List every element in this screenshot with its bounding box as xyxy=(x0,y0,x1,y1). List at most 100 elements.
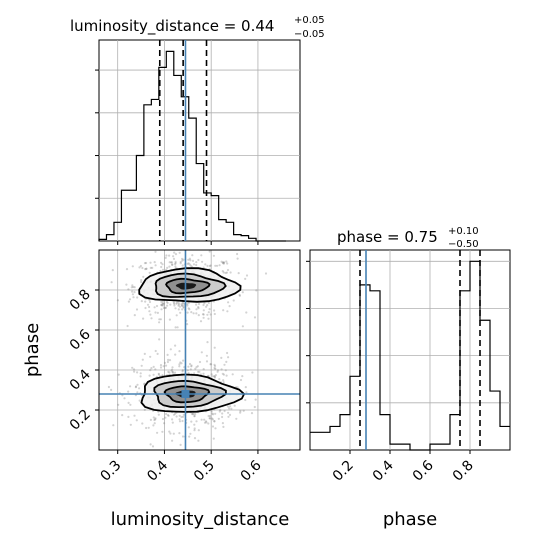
scatter-point xyxy=(178,432,181,435)
scatter-point xyxy=(127,288,130,291)
scatter-point xyxy=(251,371,254,374)
scatter-point xyxy=(110,388,113,391)
scatter-point xyxy=(191,254,194,257)
scatter-point xyxy=(168,265,171,268)
scatter-point xyxy=(169,348,172,351)
scatter-point xyxy=(139,264,142,268)
scatter-point xyxy=(154,417,157,420)
scatter-point xyxy=(181,435,185,438)
scatter-point xyxy=(213,309,216,312)
scatter-point xyxy=(158,318,161,321)
scatter-point xyxy=(144,306,147,310)
scatter-point xyxy=(125,283,128,286)
scatter-point xyxy=(214,367,217,370)
scatter-point xyxy=(171,368,174,371)
scatter-point xyxy=(236,252,239,256)
scatter-point xyxy=(239,411,242,414)
title-luminosity-distance: luminosity_distance = 0.44 xyxy=(70,17,274,36)
scatter-point xyxy=(217,417,220,420)
scatter-point xyxy=(228,305,231,308)
scatter-point xyxy=(182,305,185,308)
scatter-point xyxy=(195,261,198,264)
scatter-point xyxy=(131,284,134,287)
y-axis-label-phase: phase xyxy=(22,323,43,377)
scatter-point xyxy=(171,371,174,374)
scatter-point xyxy=(174,307,177,310)
scatter-point xyxy=(148,374,151,377)
scatter-point xyxy=(222,381,225,384)
scatter-point xyxy=(195,303,198,306)
scatter-point xyxy=(207,311,210,314)
scatter-point xyxy=(255,289,258,292)
scatter-point xyxy=(149,266,152,269)
scatter-point xyxy=(166,414,170,417)
scatter-point xyxy=(193,423,196,426)
scatter-point xyxy=(182,302,185,305)
scatter-point xyxy=(149,369,152,372)
scatter-point xyxy=(181,369,184,372)
y-ticks xyxy=(95,69,259,245)
scatter-point xyxy=(187,262,190,265)
scatter-point xyxy=(171,263,174,266)
scatter-point xyxy=(175,415,178,418)
scatter-point xyxy=(198,370,201,373)
scatter-point xyxy=(161,302,164,305)
scatter-point xyxy=(197,370,200,373)
scatter-point xyxy=(136,371,139,374)
scatter-point xyxy=(178,350,181,353)
scatter-point xyxy=(167,358,170,361)
scatter-point xyxy=(153,261,156,264)
scatter-point xyxy=(197,307,200,310)
scatter-point xyxy=(213,420,216,423)
scatter-point xyxy=(150,367,153,370)
scatter-point xyxy=(170,261,173,264)
scatter-point xyxy=(188,308,191,311)
scatter-point xyxy=(157,372,160,375)
scatter-point xyxy=(136,383,139,386)
scatter-point xyxy=(202,316,205,319)
scatter-point xyxy=(197,314,200,317)
scatter-point xyxy=(177,302,180,305)
histogram-step-line xyxy=(98,50,286,242)
scatter-point xyxy=(121,414,124,417)
scatter-point xyxy=(130,286,133,289)
scatter-point xyxy=(127,300,130,303)
scatter-point xyxy=(152,416,155,419)
scatter-point xyxy=(164,306,167,310)
scatter-point xyxy=(150,317,153,320)
scatter-point xyxy=(157,373,160,376)
scatter-point xyxy=(141,266,144,270)
x-tick-label: 0.4 xyxy=(144,457,171,484)
scatter-point xyxy=(245,391,248,394)
scatter-point xyxy=(143,408,146,411)
scatter-point xyxy=(171,439,174,442)
scatter-point xyxy=(189,432,192,435)
scatter-point xyxy=(227,301,230,304)
scatter-point xyxy=(206,264,209,267)
scatter-point xyxy=(125,268,129,271)
scatter-point xyxy=(135,419,138,422)
scatter-point xyxy=(187,365,190,368)
scatter-point xyxy=(190,265,194,268)
scatter-point xyxy=(189,368,192,371)
grid-lines xyxy=(99,40,300,241)
scatter-point xyxy=(136,296,139,299)
scatter-point xyxy=(174,260,177,263)
scatter-point xyxy=(198,360,202,364)
scatter-point xyxy=(175,301,178,304)
scatter-point xyxy=(197,429,200,432)
scatter-point xyxy=(131,265,134,268)
scatter-point xyxy=(227,411,230,414)
scatter-point xyxy=(158,321,161,324)
scatter-point xyxy=(185,303,188,306)
scatter-point xyxy=(209,363,212,366)
histogram-panel-luminosity-distance: luminosity_distance = 0.44 +0.05 −0.05 xyxy=(70,15,325,245)
scatter-point xyxy=(225,374,228,377)
y-tick-label: 0.4 xyxy=(67,366,94,393)
scatter-point xyxy=(224,369,227,372)
scatter-point xyxy=(148,300,152,304)
scatter-point xyxy=(161,304,164,307)
scatter-point xyxy=(209,415,212,418)
scatter-point xyxy=(197,302,201,306)
scatter-point xyxy=(123,397,126,400)
